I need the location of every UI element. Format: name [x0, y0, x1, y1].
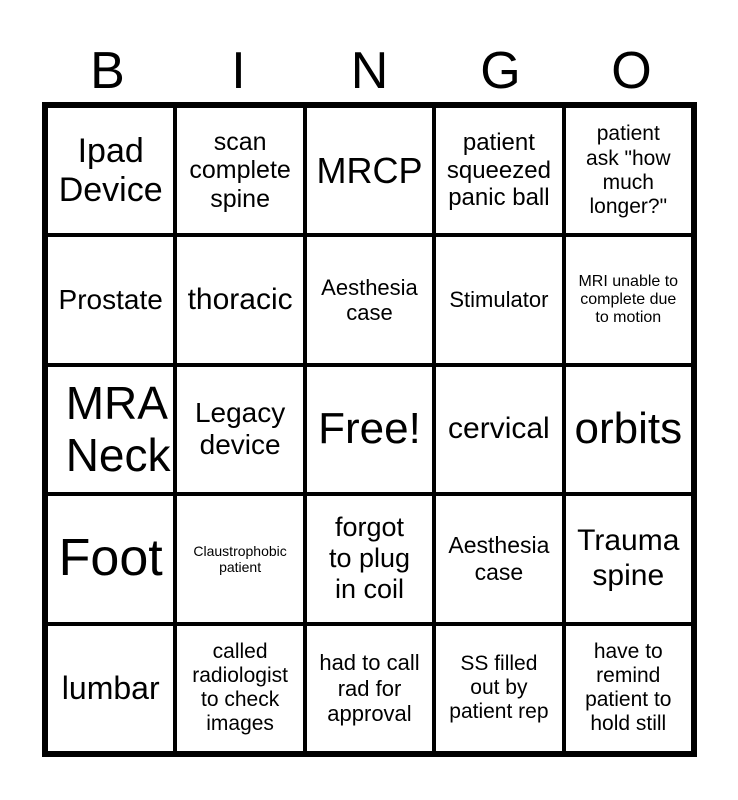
- bingo-cell[interactable]: SS filled out by patient rep: [434, 623, 564, 753]
- header-letter-i: I: [231, 42, 246, 100]
- bingo-cell[interactable]: lumbar: [46, 623, 176, 753]
- bingo-cell[interactable]: Legacy device: [175, 364, 305, 495]
- cell-text: had to call rad for approval: [319, 650, 420, 726]
- cell-text: Prostate: [58, 284, 163, 315]
- cell-text: called radiologist to check images: [192, 640, 288, 736]
- bingo-header: B I N G O: [42, 40, 697, 102]
- cell-text: Trauma spine: [577, 524, 680, 592]
- cell-text: Stimulator: [449, 287, 549, 313]
- free-space-cell[interactable]: Free!: [304, 364, 435, 495]
- cell-text: cervical: [448, 412, 550, 446]
- bingo-cell[interactable]: Ipad Device: [46, 106, 176, 236]
- bingo-cell[interactable]: patient ask "how much longer?": [563, 106, 693, 236]
- cell-text: Free!: [318, 404, 421, 454]
- cell-text: Foot: [58, 528, 163, 587]
- cell-text: lumbar: [61, 669, 160, 706]
- cell-text: orbits: [574, 404, 683, 454]
- cell-text: MRI unable to complete due to motion: [578, 272, 679, 327]
- bingo-cell[interactable]: called radiologist to check images: [175, 623, 305, 753]
- bingo-cell[interactable]: forgot to plug in coil: [304, 494, 435, 624]
- cell-text: have to remind patient to hold still: [585, 640, 672, 736]
- bingo-cell[interactable]: Claustrophobic patient: [175, 494, 305, 624]
- header-letter-o: O: [611, 42, 652, 100]
- cell-text: MRCP: [316, 150, 423, 191]
- cell-text: Ipad Device: [58, 131, 163, 209]
- header-letter-n: N: [350, 42, 389, 100]
- bingo-cell[interactable]: Aesthesia case: [304, 235, 435, 365]
- bingo-grid: Ipad Device scan complete spine MRCP patien…: [42, 102, 697, 757]
- bingo-cell[interactable]: cervical: [434, 364, 564, 495]
- bingo-cell[interactable]: patient squeezed panic ball: [434, 106, 564, 236]
- cell-text: Claustrophobic patient: [193, 542, 287, 575]
- cell-text: patient ask "how much longer?": [586, 122, 671, 218]
- cell-text: Legacy device: [194, 397, 286, 461]
- bingo-cell[interactable]: orbits: [563, 364, 693, 495]
- cell-text: forgot to plug in coil: [328, 512, 411, 605]
- header-letter-b: B: [90, 42, 125, 100]
- bingo-cell[interactable]: MRCP: [304, 106, 435, 236]
- cell-text: Aesthesia case: [448, 532, 550, 585]
- cell-text: scan complete spine: [189, 127, 291, 214]
- bingo-cell[interactable]: Foot: [46, 494, 176, 624]
- cell-text: Aesthesia case: [321, 274, 418, 326]
- cell-text: thoracic: [187, 282, 293, 316]
- bingo-cell[interactable]: scan complete spine: [175, 106, 305, 236]
- bingo-cell[interactable]: thoracic: [175, 235, 305, 365]
- cell-text: SS filled out by patient rep: [449, 652, 549, 724]
- bingo-cell[interactable]: Trauma spine: [563, 494, 693, 624]
- cell-text: patient squeezed panic ball: [446, 129, 551, 212]
- bingo-cell[interactable]: have to remind patient to hold still: [563, 623, 693, 753]
- bingo-cell[interactable]: Aesthesia case: [434, 494, 564, 624]
- bingo-cell[interactable]: had to call rad for approval: [304, 623, 435, 753]
- bingo-cell[interactable]: MRA Neck: [46, 364, 176, 495]
- bingo-cell[interactable]: Prostate: [46, 235, 176, 365]
- bingo-cell[interactable]: MRI unable to complete due to motion: [563, 235, 693, 365]
- header-letter-g: G: [480, 42, 521, 100]
- bingo-cell[interactable]: Stimulator: [434, 235, 564, 365]
- cell-text: MRA Neck: [65, 376, 171, 482]
